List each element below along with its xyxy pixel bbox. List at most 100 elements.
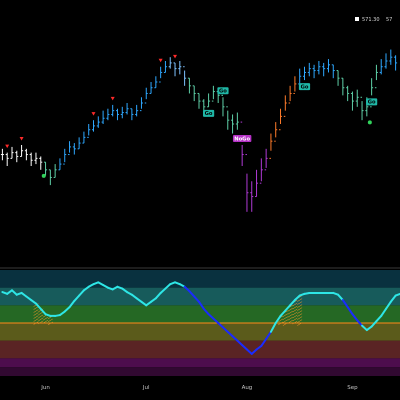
oscillator-segment — [188, 290, 196, 298]
oscillator-hatch-line — [287, 311, 293, 315]
price-bar — [374, 64, 378, 89]
oscillator-segment — [202, 307, 210, 316]
oscillator-segment — [63, 306, 71, 313]
go-badge: Go — [366, 98, 378, 106]
oscillator-segment — [154, 291, 162, 300]
price-bar — [360, 96, 364, 121]
price-bar — [255, 169, 259, 198]
price-bar — [139, 97, 143, 112]
up-dot-icon — [367, 120, 372, 125]
oscillator-segment — [159, 287, 167, 294]
oscillator-segment — [341, 299, 349, 309]
price-bar — [149, 82, 153, 94]
oscillator-hatch-line — [292, 302, 298, 307]
price-bar — [293, 76, 297, 94]
price-bar — [24, 148, 28, 161]
price-bar — [302, 66, 306, 81]
oscillator-band — [0, 323, 400, 341]
oscillator-segment — [221, 326, 229, 333]
down-arrows — [5, 54, 178, 149]
down-arrow-icon — [173, 54, 178, 59]
price-bar — [5, 152, 9, 166]
go-badge: Go — [202, 109, 215, 117]
oscillator-hatch-line — [297, 298, 303, 302]
x-tick-label: Jul — [142, 385, 150, 391]
oscillator-hatch-line — [292, 311, 298, 316]
price-bar — [173, 62, 177, 77]
oscillator-segment — [389, 294, 397, 303]
price-bar — [163, 61, 167, 73]
price-bar — [168, 57, 172, 69]
oscillator-hatch-line — [292, 305, 298, 310]
oscillator-hatch-line — [297, 307, 303, 311]
oscillator-hatch-line — [277, 318, 284, 323]
oscillator-segment — [236, 339, 244, 347]
price-bar — [111, 104, 115, 117]
price-bar — [312, 64, 316, 79]
oscillator-segment — [73, 294, 81, 302]
price-bar — [48, 169, 52, 186]
price-bar — [0, 148, 4, 161]
price-bar — [235, 112, 239, 130]
badge-bg — [298, 83, 311, 91]
price-bar — [92, 120, 96, 132]
price-bar — [221, 94, 225, 117]
price-bar — [341, 77, 345, 96]
badge-label: Go — [219, 89, 227, 95]
oscillator-hatch-line — [297, 310, 303, 314]
price-bar — [317, 61, 321, 75]
oscillator-hatch-line — [297, 316, 303, 320]
oscillator-band — [0, 270, 400, 288]
oscillator-hatch-line — [282, 316, 288, 320]
price-bar — [197, 92, 201, 109]
oscillator-segment — [380, 307, 388, 317]
badge-bg — [217, 87, 229, 95]
oscillator-segment — [289, 299, 296, 307]
price-bar — [192, 85, 196, 102]
price-bar — [53, 164, 57, 178]
price-bar — [106, 108, 110, 121]
price-bar — [77, 137, 81, 150]
oscillator-segment — [346, 306, 354, 316]
badge-label: Go — [205, 111, 213, 117]
down-arrow-icon — [91, 112, 96, 116]
oscillator-segment — [68, 299, 76, 309]
oscillator-hatch-line — [38, 314, 44, 319]
oscillator-segment — [10, 289, 18, 296]
oscillator-segment — [231, 335, 239, 342]
price-bar — [226, 106, 230, 130]
oscillator-segment — [361, 324, 368, 332]
oscillator-segment — [207, 313, 215, 320]
price-bar — [20, 145, 24, 157]
oscillator-bands — [0, 270, 400, 376]
price-bar — [389, 49, 393, 65]
price-bar — [10, 146, 14, 159]
price-bar — [101, 110, 105, 124]
oscillator-segment — [245, 348, 253, 355]
badge-bg — [202, 109, 215, 117]
price-bar — [269, 133, 273, 159]
price-bar — [207, 93, 211, 108]
price-bar — [336, 70, 340, 86]
price-bar — [87, 124, 91, 138]
price-bar — [178, 61, 182, 75]
price-bar — [154, 76, 158, 89]
oscillator-segment — [293, 294, 301, 302]
price-bar — [44, 161, 48, 176]
badge-label: Go — [301, 84, 309, 90]
price-bar — [183, 66, 187, 86]
oscillator-band — [0, 305, 400, 323]
oscillator-segment — [198, 300, 205, 310]
badge-label: NoGo — [234, 136, 250, 142]
price-bar — [355, 89, 359, 107]
price-readout-2: 57 — [386, 17, 392, 23]
oscillator-segment — [284, 304, 292, 312]
price-panel: Go Go NoGo Go Go 571.30 57 — [0, 17, 398, 212]
price-bar — [264, 148, 268, 171]
oscillator-band — [0, 287, 400, 306]
price-bar — [279, 108, 283, 131]
badge-bg — [232, 135, 252, 142]
oscillator-segment — [356, 319, 364, 327]
oscillator-hatch-line — [287, 314, 293, 318]
